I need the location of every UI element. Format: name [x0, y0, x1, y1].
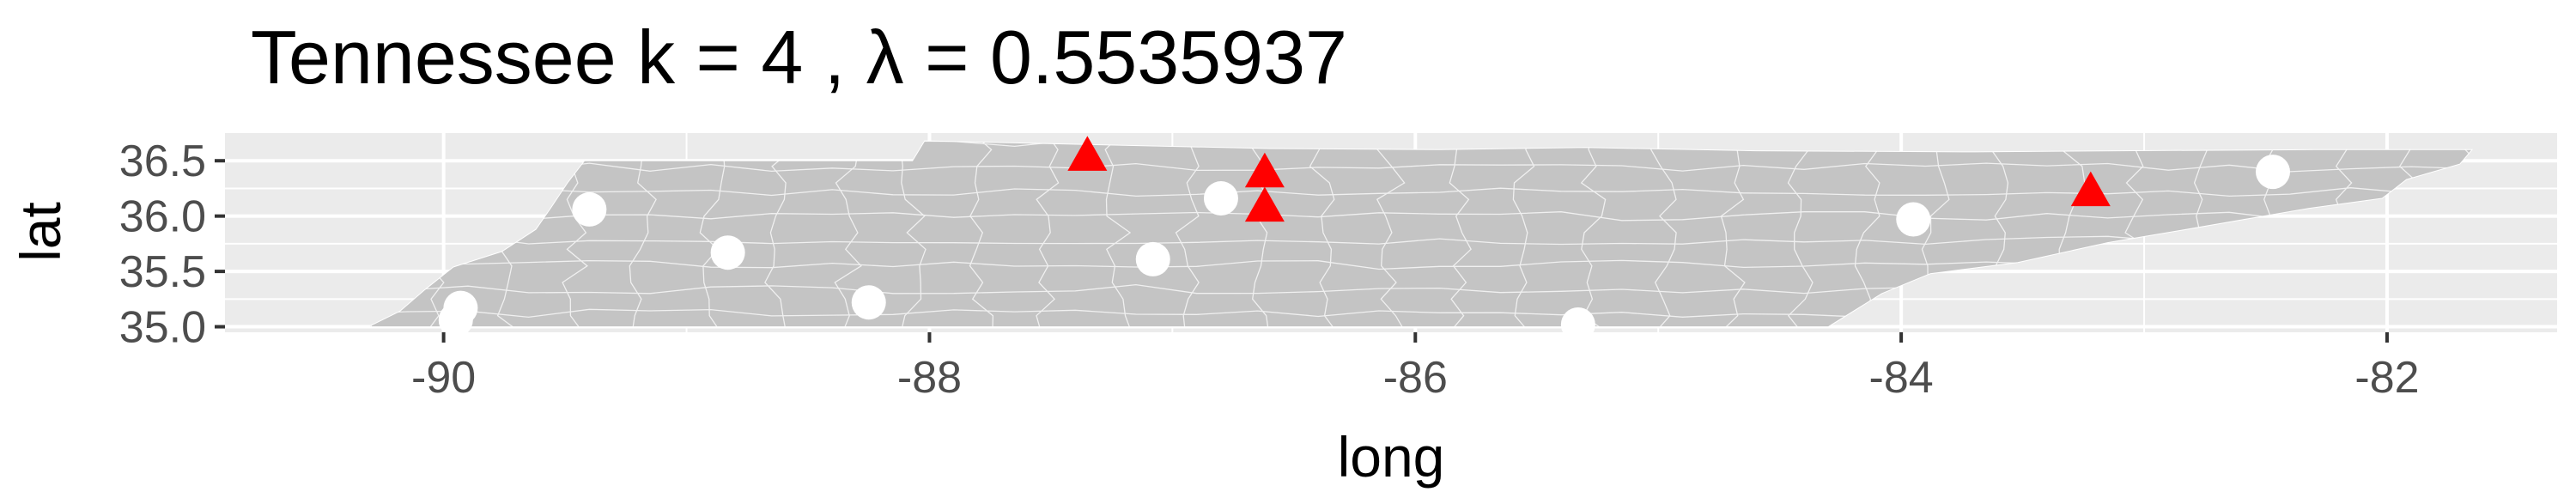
- x-axis-title: long: [1338, 425, 1445, 489]
- county-border: [1376, 141, 1406, 327]
- county-border: [763, 141, 793, 327]
- county-border: [1650, 141, 1677, 327]
- county-border: [368, 162, 2473, 173]
- circle-marker: [438, 302, 473, 337]
- x-tick-label: -88: [897, 353, 962, 403]
- y-tick-label: 36.0: [119, 192, 206, 242]
- plot-title: Tennessee k = 4 , λ = 0.5535937: [251, 15, 1347, 100]
- y-tick-label: 35.0: [119, 303, 206, 353]
- circle-marker: [1560, 307, 1595, 342]
- circle-marker: [2255, 155, 2290, 190]
- county-border: [368, 235, 2473, 246]
- x-tick-label: -90: [411, 353, 476, 403]
- circle-marker: [572, 191, 607, 227]
- county-border: [1175, 141, 1200, 327]
- circle-marker: [1135, 241, 1170, 276]
- axes: -90 -88 -86 -84 -82 35.0 35.536.0 36.5: [119, 137, 2420, 403]
- triangle-marker: [1244, 186, 1285, 222]
- county-border: [368, 211, 2473, 222]
- cluster-markers: [438, 136, 2290, 342]
- county-border: [1854, 141, 1880, 327]
- county-border: [1580, 141, 1607, 327]
- county-border: [1104, 141, 1133, 327]
- county-border: [1720, 141, 1746, 327]
- x-tick-label: -84: [1869, 353, 1934, 403]
- circle-marker: [710, 235, 745, 270]
- y-axis-title: lat: [9, 202, 72, 262]
- county-border: [1787, 141, 1814, 327]
- county-border: [834, 141, 862, 327]
- county-border: [1512, 141, 1535, 327]
- circle-marker: [1896, 202, 1931, 237]
- county-border: [368, 187, 2473, 197]
- triangle-marker: [2070, 171, 2111, 207]
- county-border: [629, 141, 657, 327]
- y-tick-label: 36.5: [119, 137, 206, 186]
- county-border: [1036, 141, 1060, 327]
- circle-marker: [1203, 181, 1238, 216]
- x-tick-label: -86: [1383, 353, 1448, 403]
- y-tick-label: 35.5: [119, 247, 206, 297]
- triangle-marker: [1244, 152, 1285, 188]
- county-border: [1449, 141, 1472, 327]
- county-border: [900, 141, 927, 327]
- triangle-marker: [1067, 136, 1108, 171]
- circle-marker: [851, 285, 886, 320]
- x-tick-label: -82: [2354, 353, 2419, 403]
- county-border: [1309, 141, 1338, 327]
